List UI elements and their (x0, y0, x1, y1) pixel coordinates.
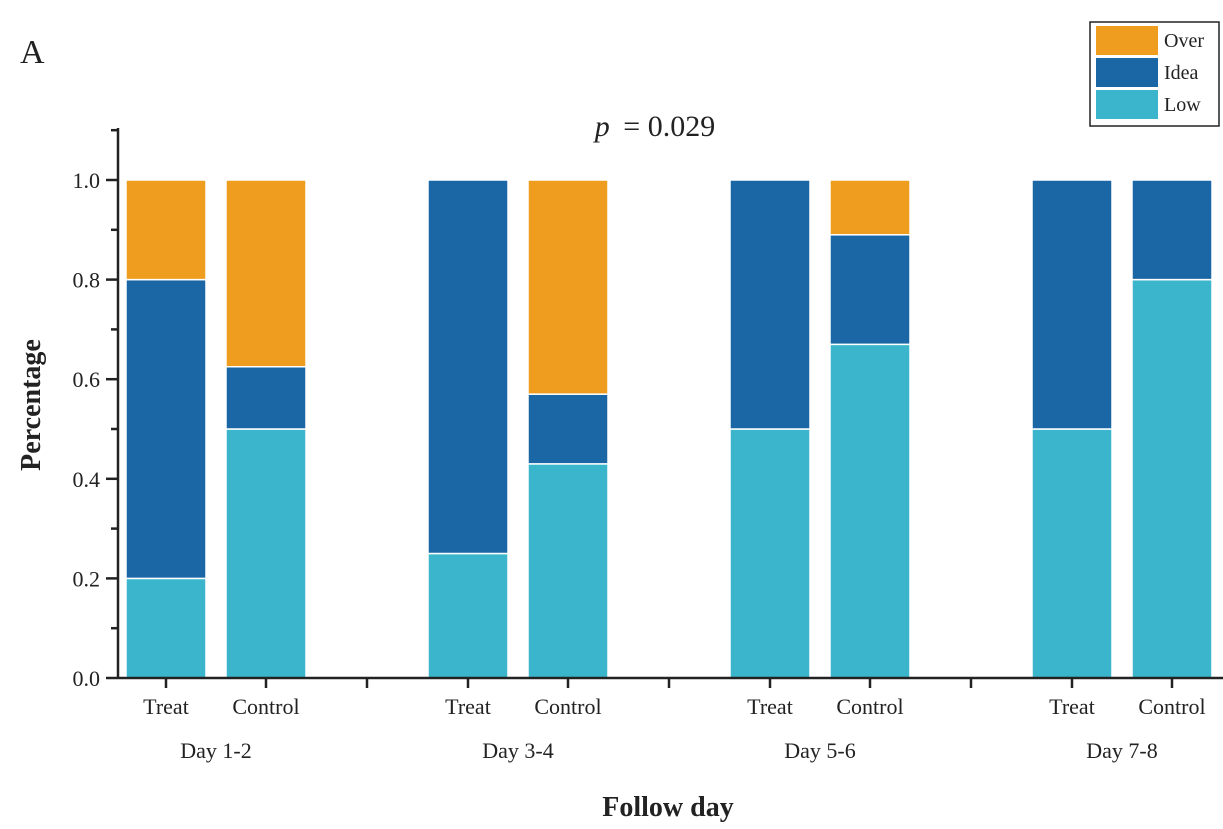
x-group-label: Day 5-6 (784, 738, 855, 763)
bar-segment-over-1 (125, 179, 207, 281)
bar-segment-over-2 (225, 179, 307, 368)
legend-swatch-low (1096, 90, 1158, 119)
x-category-label: Treat (1049, 694, 1095, 719)
y-tick-label: 1.0 (73, 168, 101, 193)
bar-segment-low-1 (125, 577, 207, 679)
x-category-label: Control (1138, 694, 1205, 719)
bar-segment-idea-8 (1131, 179, 1213, 281)
bar-segment-low-2 (225, 428, 307, 679)
axes-layer (106, 128, 1223, 688)
y-tick-label: 0.6 (73, 367, 101, 392)
bar-segment-low-7 (1031, 428, 1113, 679)
bar-segment-low-8 (1131, 278, 1213, 679)
bar-segment-low-6 (829, 343, 911, 679)
panel-label: A (20, 34, 45, 71)
bar-segment-over-4 (527, 179, 609, 395)
x-category-label: Control (836, 694, 903, 719)
bar-segment-idea-5 (729, 179, 811, 430)
x-category-label: Treat (445, 694, 491, 719)
x-axis-title: Follow day (602, 792, 733, 823)
bar-segment-idea-4 (527, 393, 609, 465)
bar-segment-low-3 (427, 552, 509, 679)
legend-swatch-over (1096, 26, 1158, 55)
bar-segment-idea-2 (225, 366, 307, 430)
y-axis-title: Percentage (16, 339, 47, 471)
p-symbol: p (593, 110, 610, 143)
x-group-label: Day 7-8 (1086, 738, 1157, 763)
p-value-annotation: p = 0.029 (593, 110, 715, 143)
y-tick-label: 0.0 (73, 666, 101, 691)
bar-segment-low-4 (527, 463, 609, 679)
legend-label-low: Low (1164, 94, 1201, 116)
labels-layer: 0.0 0.2 0.4 0.6 0.8 1.0 Treat Control Treat Contr… (73, 168, 1206, 763)
x-category-label: Treat (143, 694, 189, 719)
legend-label-idea: Idea (1164, 62, 1199, 84)
legend-swatch-idea (1096, 58, 1158, 87)
x-group-label: Day 1-2 (180, 738, 251, 763)
y-tick-label: 0.8 (73, 268, 101, 293)
bars-layer (125, 179, 1213, 679)
x-category-label: Control (232, 694, 299, 719)
bar-segment-over-6 (829, 179, 911, 236)
x-group-label: Day 3-4 (482, 738, 553, 763)
y-tick-label: 0.4 (73, 467, 101, 492)
legend: Over Idea Low (1089, 21, 1220, 127)
x-category-label: Control (534, 694, 601, 719)
bar-segment-idea-3 (427, 179, 509, 555)
bar-segment-low-5 (729, 428, 811, 679)
bar-segment-idea-6 (829, 234, 911, 346)
x-category-label: Treat (747, 694, 793, 719)
y-tick-label: 0.2 (73, 566, 101, 591)
p-value-text: = 0.029 (623, 110, 715, 143)
bar-segment-idea-1 (125, 278, 207, 580)
legend-label-over: Over (1164, 30, 1204, 52)
bar-segment-idea-7 (1031, 179, 1113, 430)
